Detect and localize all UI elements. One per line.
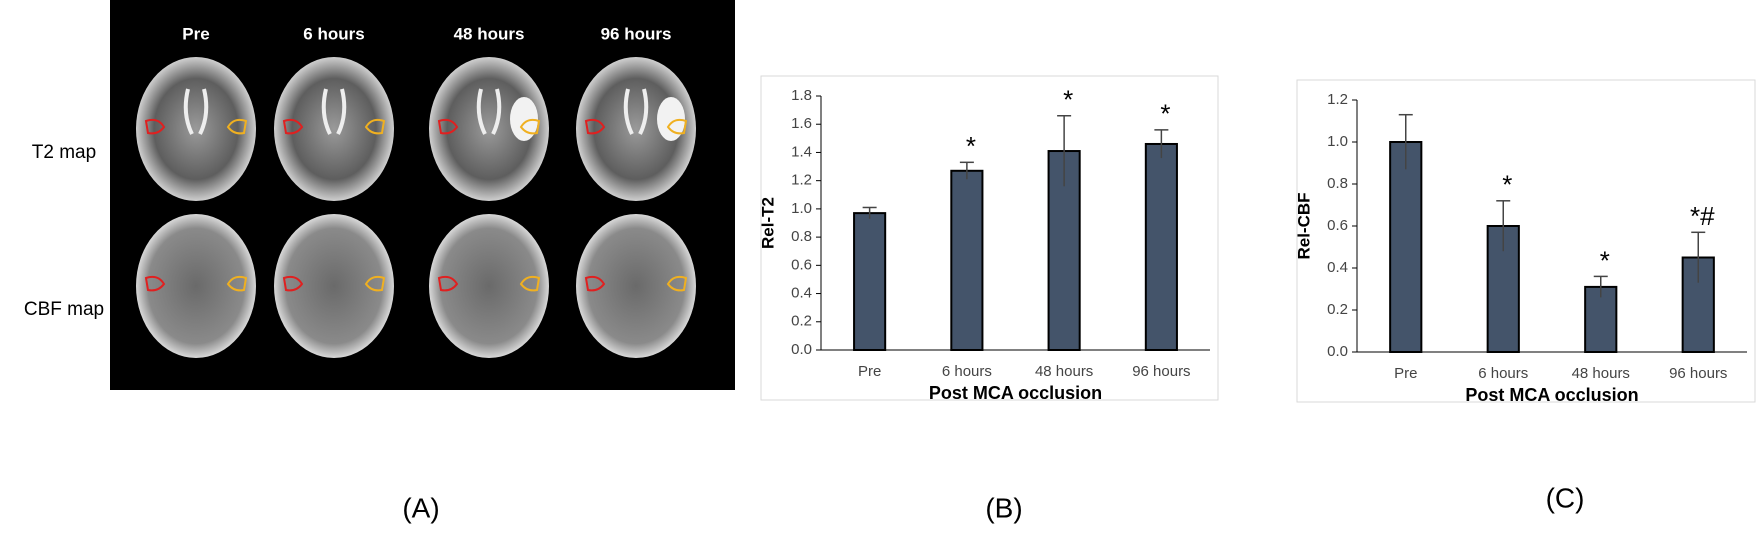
y-tick-label: 1.2 (791, 172, 812, 189)
y-tick-label: 1.6 (791, 115, 812, 132)
y-tick-label: 1.8 (791, 87, 812, 104)
y-tick-label: 0.0 (1327, 343, 1348, 360)
x-tick-label: 48 hours (1572, 365, 1630, 382)
x-tick-label: 48 hours (1035, 363, 1093, 380)
x-tick-label: 6 hours (1478, 365, 1528, 382)
brain (429, 214, 549, 358)
roi-left (144, 118, 166, 135)
ventricle (321, 88, 347, 135)
lesion (510, 97, 538, 141)
ventricle (183, 88, 209, 135)
column-label: Pre (182, 24, 209, 43)
y-tick-label: 0.6 (1327, 217, 1348, 234)
bar (1389, 141, 1423, 353)
significance-marker: *# (1690, 201, 1715, 231)
brain (136, 57, 256, 201)
brain-image (274, 214, 394, 358)
roi-right (666, 118, 688, 135)
brain-image (429, 57, 549, 201)
brain-image (429, 214, 549, 358)
y-tick-label: 1.0 (1327, 133, 1348, 150)
bar (1144, 142, 1178, 351)
x-tick-label: 96 hours (1669, 365, 1727, 382)
x-tick-label: 96 hours (1132, 363, 1190, 380)
plot-frame (1296, 79, 1756, 403)
significance-marker: * (1160, 99, 1170, 129)
row-label: T2 map (32, 142, 96, 163)
column-label: 6 hours (303, 24, 364, 43)
y-tick-label: 0.8 (791, 228, 812, 245)
y-tick-label: 1.2 (1327, 91, 1348, 108)
roi-right (519, 118, 541, 135)
roi-right (519, 275, 541, 292)
column-label: 48 hours (454, 24, 525, 43)
roi-left (437, 275, 459, 292)
significance-marker: * (1502, 170, 1512, 200)
column-label: 96 hours (601, 24, 672, 43)
roi-left (282, 275, 304, 292)
brain (274, 57, 394, 201)
roi-left (437, 118, 459, 135)
roi-right (364, 118, 386, 135)
panel-label: (A) (402, 492, 439, 523)
x-tick-label: Pre (858, 363, 881, 380)
significance-marker: * (1600, 245, 1610, 275)
x-axis-label: Post MCA occlusion (1465, 385, 1638, 405)
y-tick-label: 0.6 (791, 256, 812, 273)
x-axis-label: Post MCA occlusion (929, 383, 1102, 403)
y-tick-label: 0.8 (1327, 175, 1348, 192)
brain-image (576, 214, 696, 358)
roi-left (584, 118, 606, 135)
roi-left (584, 275, 606, 292)
ventricle (623, 88, 649, 135)
ventricle (476, 88, 502, 135)
brain-image (274, 57, 394, 201)
brain (429, 57, 549, 201)
x-tick-label: Pre (1394, 365, 1417, 382)
roi-right (666, 275, 688, 292)
significance-marker: * (966, 131, 976, 161)
y-tick-label: 1.0 (791, 200, 812, 217)
y-tick-label: 0.4 (1327, 259, 1348, 276)
roi-right (226, 118, 248, 135)
panel-label: (C) (1546, 482, 1585, 513)
roi-right (226, 275, 248, 292)
panel-label: (B) (985, 492, 1022, 523)
x-tick-label: 6 hours (942, 363, 992, 380)
roi-left (144, 275, 166, 292)
brain (576, 57, 696, 201)
y-tick-label: 0.2 (1327, 301, 1348, 318)
bar (950, 169, 984, 351)
brain-image (136, 57, 256, 201)
brain (136, 214, 256, 358)
brain-image (576, 57, 696, 201)
brain-images (136, 57, 696, 358)
y-axis-label: Rel-CBF (1294, 192, 1313, 259)
lesion (657, 97, 685, 141)
significance-marker: * (1063, 85, 1073, 115)
brain (274, 214, 394, 358)
plot-frame (760, 75, 1219, 401)
row-label: CBF map (24, 299, 104, 320)
roi-right (364, 275, 386, 292)
y-tick-label: 0.0 (791, 341, 812, 358)
roi-left (282, 118, 304, 135)
brain-image (136, 214, 256, 358)
y-tick-label: 1.4 (791, 143, 812, 160)
y-tick-label: 0.4 (791, 285, 812, 302)
brain (576, 214, 696, 358)
y-tick-label: 0.2 (791, 313, 812, 330)
y-axis-label: Rel-T2 (758, 197, 777, 249)
bar (853, 212, 887, 351)
